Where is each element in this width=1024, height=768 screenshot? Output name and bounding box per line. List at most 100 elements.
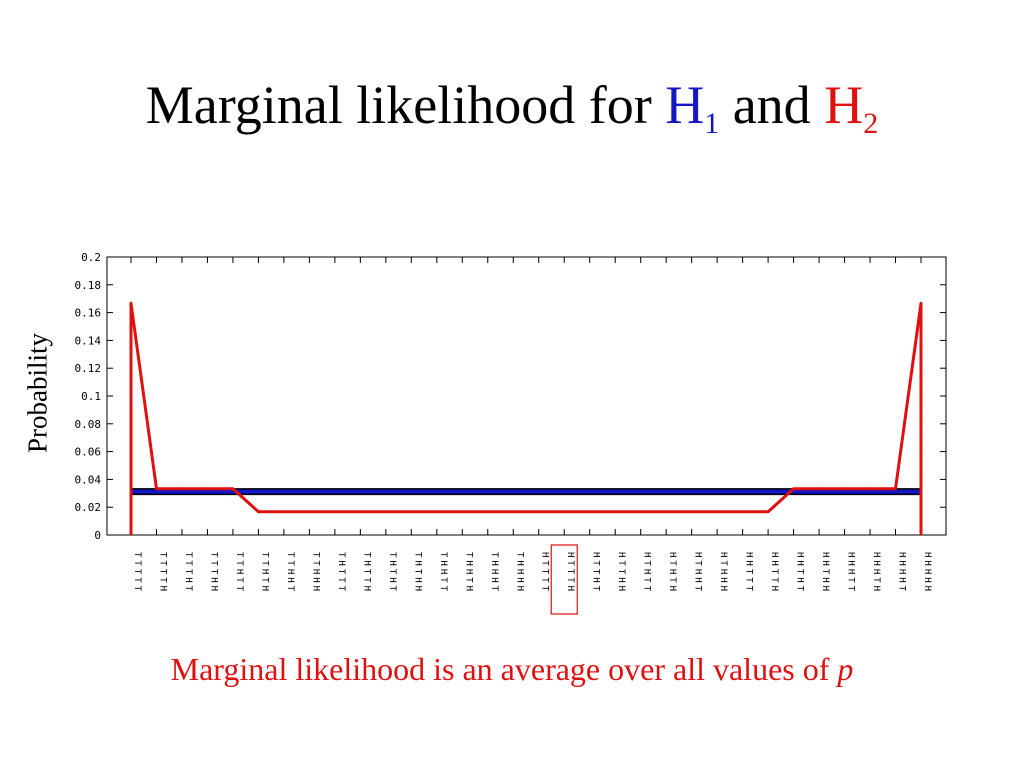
series-h2-point bbox=[665, 510, 667, 513]
x-tick-label: HTTHH bbox=[616, 552, 626, 594]
series-h2-point bbox=[181, 487, 183, 490]
series-h2-point bbox=[741, 510, 744, 513]
series-h2-point bbox=[461, 510, 464, 513]
x-tick-label: HTHHH bbox=[718, 552, 728, 594]
series-h1-point bbox=[741, 490, 744, 493]
series-h2-point bbox=[155, 487, 158, 490]
x-tick-label: HTTHT bbox=[591, 552, 601, 594]
y-tick-label: 0.18 bbox=[75, 279, 102, 292]
series-h2-point bbox=[614, 510, 616, 513]
series-h1-point bbox=[894, 490, 897, 493]
series-h1-point bbox=[690, 490, 693, 493]
x-tick-label: TTTTT bbox=[132, 552, 142, 594]
series-h2-point bbox=[232, 487, 234, 490]
caption-text: Marginal likelihood is an average over a… bbox=[170, 651, 830, 687]
y-tick-label: 0.02 bbox=[75, 501, 102, 514]
x-tick-label: HHHTH bbox=[871, 552, 881, 594]
x-tick-label: HTTTH bbox=[565, 552, 575, 594]
series-h2-point bbox=[767, 510, 769, 513]
series-h2-point bbox=[894, 487, 897, 490]
caption-variable: p bbox=[837, 651, 854, 687]
x-tick-label: THHTH bbox=[463, 552, 473, 594]
x-tick-label: TTTHT bbox=[183, 552, 193, 594]
x-tick-label: HHTTH bbox=[769, 552, 779, 594]
caption: Marginal likelihood is an average over a… bbox=[0, 651, 1024, 688]
series-h1-point bbox=[436, 490, 438, 493]
series-h2-point bbox=[512, 510, 515, 513]
highlight-box bbox=[550, 544, 578, 615]
series-h1-point bbox=[792, 490, 795, 493]
series-h2-point bbox=[486, 510, 489, 513]
series-h2-point bbox=[410, 510, 413, 513]
x-tick-label: HTHTH bbox=[667, 552, 677, 594]
series-h2-point bbox=[436, 510, 438, 513]
series-h1-point bbox=[537, 490, 540, 493]
series-h2-point bbox=[690, 510, 693, 513]
series-h1-point bbox=[639, 490, 642, 493]
x-tick-label: TTTTH bbox=[157, 552, 167, 594]
series-h1-point bbox=[181, 490, 183, 493]
series-h1-point bbox=[486, 490, 489, 493]
series-h1-point bbox=[257, 490, 260, 493]
y-tick-label: 0.16 bbox=[75, 307, 102, 320]
title-h2: H2 bbox=[824, 75, 879, 140]
x-tick-label: TTHHT bbox=[285, 552, 295, 594]
series-h2-point bbox=[639, 510, 642, 513]
series-h2-point bbox=[843, 487, 846, 490]
x-tick-label: HHHTT bbox=[846, 552, 856, 594]
x-tick-label: HTHTT bbox=[642, 552, 652, 594]
x-tick-label: HHHHT bbox=[897, 552, 907, 594]
x-tick-label: THHHT bbox=[489, 552, 499, 594]
series-h1-point bbox=[232, 490, 234, 493]
series-h1-point bbox=[843, 490, 846, 493]
y-tick-label: 0.08 bbox=[75, 418, 102, 431]
series-h1-point bbox=[155, 490, 158, 493]
series-h1-point bbox=[283, 490, 285, 493]
series-h2-point bbox=[588, 510, 591, 513]
series-h1-point bbox=[461, 490, 464, 493]
y-tick-label: 0.1 bbox=[81, 390, 101, 403]
x-tick-label: TTHTT bbox=[234, 552, 244, 594]
title-text: Marginal likelihood for bbox=[145, 75, 652, 135]
series-h2-point bbox=[563, 510, 566, 513]
series-h1-point bbox=[716, 490, 718, 493]
y-tick-label: 0.14 bbox=[75, 334, 102, 347]
series-h1-point bbox=[563, 490, 566, 493]
slide-title: Marginal likelihood for H1 and H2 bbox=[0, 74, 1024, 140]
series-h2-point bbox=[869, 487, 871, 490]
x-tick-label: HTHHT bbox=[693, 552, 703, 594]
series-h1-point bbox=[767, 490, 769, 493]
y-tick-label: 0.06 bbox=[75, 446, 102, 459]
x-tick-label: TTTHH bbox=[208, 552, 218, 594]
x-tick-label: THHHH bbox=[514, 552, 524, 594]
series-h2-point bbox=[920, 302, 922, 305]
series-h1-point bbox=[512, 490, 515, 493]
series-h2-point bbox=[283, 510, 285, 513]
series-h1-point bbox=[410, 490, 413, 493]
series-h1-point bbox=[869, 490, 871, 493]
x-tick-label: THTHH bbox=[412, 552, 422, 594]
series-h2-point bbox=[716, 510, 718, 513]
series-h1-point bbox=[385, 490, 387, 493]
x-tick-label: THTTT bbox=[336, 552, 346, 594]
series-h2-point bbox=[206, 487, 209, 490]
x-tick-label: THHTT bbox=[438, 552, 448, 594]
series-h1-point bbox=[308, 490, 311, 493]
series-h2-point bbox=[818, 487, 820, 490]
series-h2-point bbox=[257, 510, 260, 513]
series-h2-point bbox=[792, 487, 795, 490]
x-tick-label: TTHHH bbox=[310, 552, 320, 594]
x-tick-label: TTHTH bbox=[259, 552, 269, 594]
x-tick-label: HHTHT bbox=[795, 552, 805, 594]
series-h1-point bbox=[818, 490, 820, 493]
title-h1: H1 bbox=[665, 75, 720, 140]
x-tick-label: HTTTT bbox=[540, 552, 550, 594]
y-tick-label: 0.2 bbox=[81, 251, 101, 264]
series-h2-point bbox=[537, 510, 540, 513]
y-tick-label: 0.04 bbox=[75, 473, 102, 486]
series-h2-line bbox=[129, 301, 923, 535]
series-h2-point bbox=[359, 510, 362, 513]
y-tick-label: 0 bbox=[94, 529, 101, 542]
x-tick-label: HHTTT bbox=[744, 552, 754, 594]
